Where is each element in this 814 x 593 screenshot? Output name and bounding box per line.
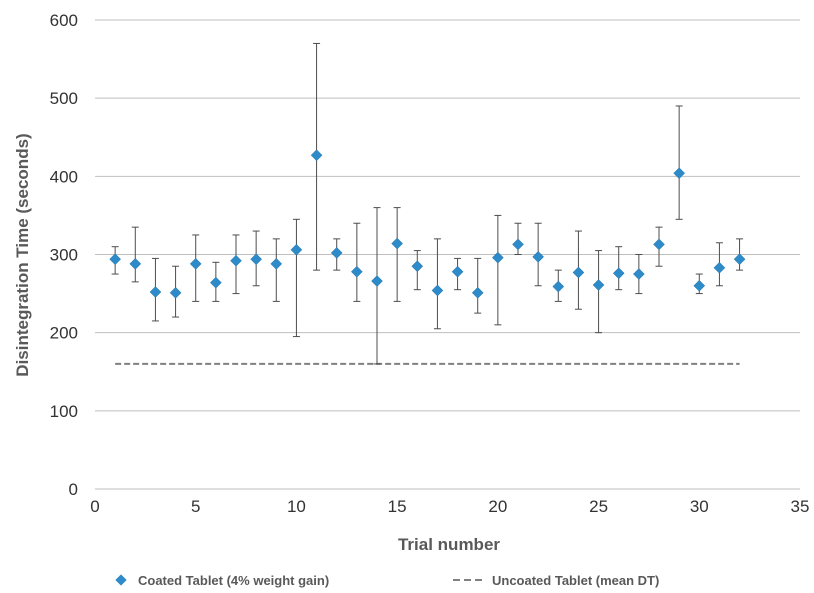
data-point-diamond: [189, 258, 202, 270]
data-point-diamond: [492, 251, 504, 264]
legend-marker-diamond: [115, 574, 127, 586]
y-tick-label: 100: [50, 402, 78, 421]
data-point-diamond: [673, 167, 685, 180]
x-tick-label: 15: [388, 497, 407, 516]
error-bar: [494, 214, 502, 326]
x-tick-label: 10: [287, 497, 306, 516]
data-point-diamond: [633, 268, 645, 280]
data-point-diamond: [330, 247, 343, 259]
legend-label-uncoated: Uncoated Tablet (mean DT): [492, 573, 659, 588]
data-point-diamond: [230, 254, 242, 267]
error-bar: [595, 250, 603, 334]
y-axis-title: Disintegration Time (seconds): [13, 133, 32, 376]
y-tick-labels: 0 100 200 300 400 500 600: [50, 11, 78, 499]
data-point-diamond: [169, 286, 182, 299]
data-point-diamond: [411, 260, 424, 273]
data-point-diamond: [351, 265, 363, 278]
data-point-diamond: [612, 267, 625, 280]
x-tick-label: 25: [589, 497, 608, 516]
error-bar: [433, 238, 441, 330]
data-point-diamond: [552, 280, 565, 293]
data-point-diamond: [653, 238, 665, 251]
error-bar: [675, 105, 683, 220]
error-bar: [393, 207, 401, 302]
data-point-diamond: [532, 250, 544, 263]
y-tick-label: 300: [50, 246, 78, 265]
data-point-diamond: [149, 286, 162, 298]
y-tick-label: 200: [50, 324, 78, 343]
data-point-diamond: [471, 286, 484, 299]
data-point-diamond: [713, 261, 726, 274]
error-bar: [353, 222, 361, 302]
error-bar: [292, 218, 300, 338]
legend-label-coated: Coated Tablet (4% weight gain): [138, 573, 329, 588]
data-point-diamond: [592, 279, 605, 291]
x-tick-label: 35: [791, 497, 810, 516]
data-point-diamond: [451, 265, 464, 278]
x-tick-label: 20: [488, 497, 507, 516]
y-tick-label: 600: [50, 11, 78, 30]
data-point-diamond: [210, 276, 222, 289]
y-tick-label: 400: [50, 167, 78, 186]
data-point-diamond: [109, 253, 121, 266]
data-point-diamond: [733, 253, 746, 266]
gridlines: [95, 19, 800, 412]
y-tick-label: 0: [69, 480, 78, 499]
data-point-diamond: [310, 149, 323, 162]
data-point-diamond: [371, 275, 383, 287]
x-tick-label: 0: [90, 497, 99, 516]
data-point-diamond: [270, 258, 283, 270]
error-bar: [131, 226, 139, 283]
data-point-diamond: [693, 279, 706, 292]
data-markers: [109, 149, 746, 299]
x-tick-label: 5: [191, 497, 200, 516]
y-tick-label: 500: [50, 89, 78, 108]
x-axis-title: Trial number: [398, 535, 500, 554]
x-tick-label: 30: [690, 497, 709, 516]
data-point-diamond: [290, 243, 303, 256]
x-tick-labels: 0 5 10 15 20 25 30 35: [90, 497, 809, 516]
data-point-diamond: [572, 266, 585, 279]
error-bars: [111, 42, 744, 365]
data-point-diamond: [512, 238, 524, 251]
legend: Coated Tablet (4% weight gain) Uncoated …: [115, 573, 659, 588]
data-point-diamond: [129, 258, 142, 270]
data-point-diamond: [431, 284, 444, 297]
data-point-diamond: [391, 237, 403, 250]
error-bar: [474, 257, 482, 314]
data-point-diamond: [250, 253, 262, 266]
error-bar: [272, 238, 280, 302]
